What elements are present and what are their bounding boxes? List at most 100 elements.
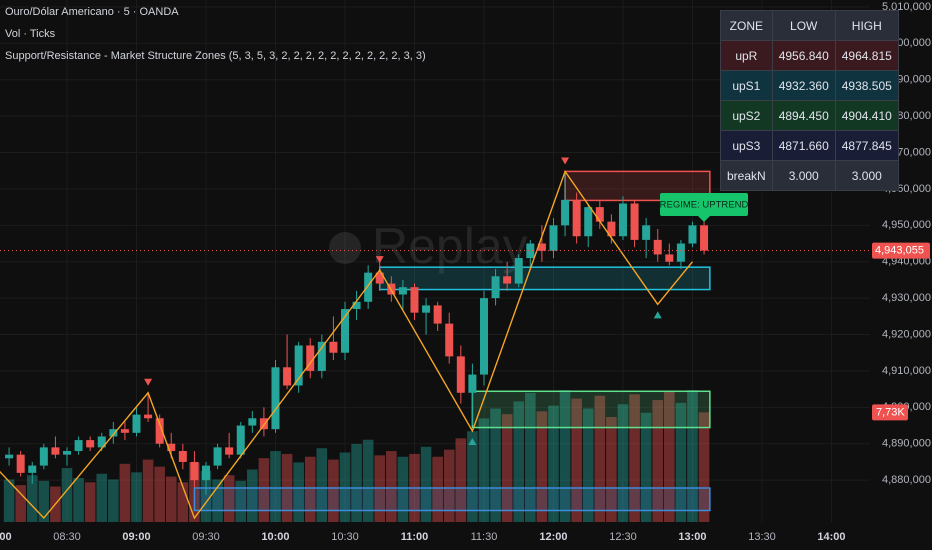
- table-cell: 4938.505: [834, 70, 899, 101]
- x-tick-label: 08:00: [0, 531, 12, 543]
- candle-body: [97, 436, 106, 448]
- x-tick-label: 11:00: [401, 531, 429, 543]
- candle-body: [190, 461, 199, 481]
- candle-body: [144, 414, 153, 419]
- volume-bar: [3, 479, 15, 522]
- volume-bar: [165, 476, 177, 522]
- table-cell: upS2: [720, 100, 773, 131]
- volume-bar: [478, 418, 490, 522]
- volume-bar: [397, 456, 409, 522]
- table-cell: 4956.840: [771, 40, 836, 71]
- candle-body: [364, 272, 373, 302]
- volume-bar: [594, 395, 606, 522]
- volume-bar: [351, 443, 362, 522]
- pivot-low-marker: [653, 311, 662, 319]
- candle-body: [410, 287, 419, 313]
- volume-bar: [26, 475, 38, 522]
- y-tick-label: 4,940,000: [882, 256, 931, 268]
- x-tick-label: 10:00: [261, 531, 289, 543]
- table-row: upS2 4894.450 4904.410: [720, 100, 899, 131]
- candle-body: [479, 298, 488, 375]
- candle-body: [398, 287, 407, 295]
- x-tick-label: 13:00: [678, 531, 706, 543]
- candle-body: [584, 207, 593, 237]
- watermark-text: Replay: [372, 218, 528, 274]
- candle-body: [572, 199, 581, 237]
- y-tick-label: 4,920,000: [882, 328, 931, 340]
- candle-body: [549, 225, 558, 251]
- volume-bar: [15, 485, 26, 522]
- candle-body: [109, 429, 118, 437]
- regime-box: [660, 193, 748, 216]
- candle-body: [653, 239, 662, 255]
- candle-body: [213, 447, 222, 466]
- volume-legend: Vol · Ticks: [5, 28, 56, 40]
- table-cell: breakN: [720, 160, 773, 191]
- x-tick-label: 14:00: [817, 531, 845, 543]
- table-cell: upS1: [720, 70, 773, 101]
- y-tick-label: 5,010,000: [882, 1, 931, 13]
- candle-body: [665, 254, 674, 262]
- volume-bar: [490, 408, 501, 522]
- volume-bar: [235, 480, 247, 522]
- candle-body: [132, 414, 141, 433]
- candle-body: [491, 276, 500, 299]
- y-tick-label: 4,890,000: [882, 438, 931, 450]
- volume-bar: [73, 478, 84, 522]
- candle-body: [561, 199, 570, 226]
- candle-body: [62, 451, 71, 455]
- candle-body: [16, 454, 25, 473]
- candle-body: [676, 243, 685, 262]
- volume-bar: [247, 469, 258, 522]
- x-tick-label: 08:30: [53, 531, 81, 543]
- candle-body: [120, 429, 129, 433]
- candle-body: [445, 323, 454, 357]
- table-row: ZONE LOW HIGH: [720, 10, 899, 41]
- watermark: Replay: [329, 218, 528, 274]
- candle-body: [352, 301, 361, 310]
- volume-bar: [652, 400, 664, 522]
- table-cell: 3.000: [771, 160, 836, 191]
- volume-bar: [293, 462, 304, 522]
- zone-box: [193, 487, 711, 512]
- zigzag-line: [0, 169, 694, 520]
- volume-bar: [513, 401, 525, 522]
- table-cell: 4964.815: [834, 40, 899, 71]
- candle-body: [155, 418, 164, 444]
- volume-bar: [501, 414, 513, 522]
- candle-body: [433, 305, 442, 324]
- x-tick-label: 11:30: [471, 531, 498, 543]
- zone-box: [378, 266, 711, 291]
- candle-body: [503, 276, 512, 284]
- x-tick-label: 09:30: [192, 531, 220, 543]
- candle-body: [39, 447, 48, 466]
- volume-bar: [96, 473, 108, 522]
- candle-body: [329, 341, 338, 353]
- zone-layer: [193, 170, 711, 512]
- table-row: breakN 3.000 3.000: [720, 160, 899, 191]
- candle-body: [178, 451, 187, 462]
- candle-body: [630, 203, 639, 240]
- candle-body: [422, 305, 431, 313]
- zone-table: ZONE LOW HIGH upR 4956.840 4964.815 upS1 4932.3…: [720, 10, 899, 191]
- volume-bar: [328, 459, 339, 522]
- table-cell: ZONE: [720, 10, 773, 41]
- x-tick-label: 12:00: [539, 531, 567, 543]
- candle-body: [201, 465, 210, 481]
- volume-bar: [467, 431, 478, 522]
- x-tick-label: 10:30: [331, 531, 359, 543]
- volume-bar: [525, 392, 536, 522]
- candle-body: [306, 345, 315, 371]
- candle-body: [468, 374, 477, 393]
- candle-body: [28, 465, 37, 473]
- candle-body: [340, 309, 349, 353]
- pivot-low-marker: [468, 437, 477, 445]
- volume-bar: [177, 482, 189, 522]
- volume-bar: [687, 390, 698, 522]
- volume-bar: [617, 404, 629, 522]
- last-price-label: 4,943,055: [875, 245, 924, 257]
- y-tick-label: 4,950,000: [882, 219, 931, 231]
- symbol-legend: Ouro/Dólar Americano · 5 · OANDA: [5, 6, 179, 18]
- candle-body: [456, 356, 465, 393]
